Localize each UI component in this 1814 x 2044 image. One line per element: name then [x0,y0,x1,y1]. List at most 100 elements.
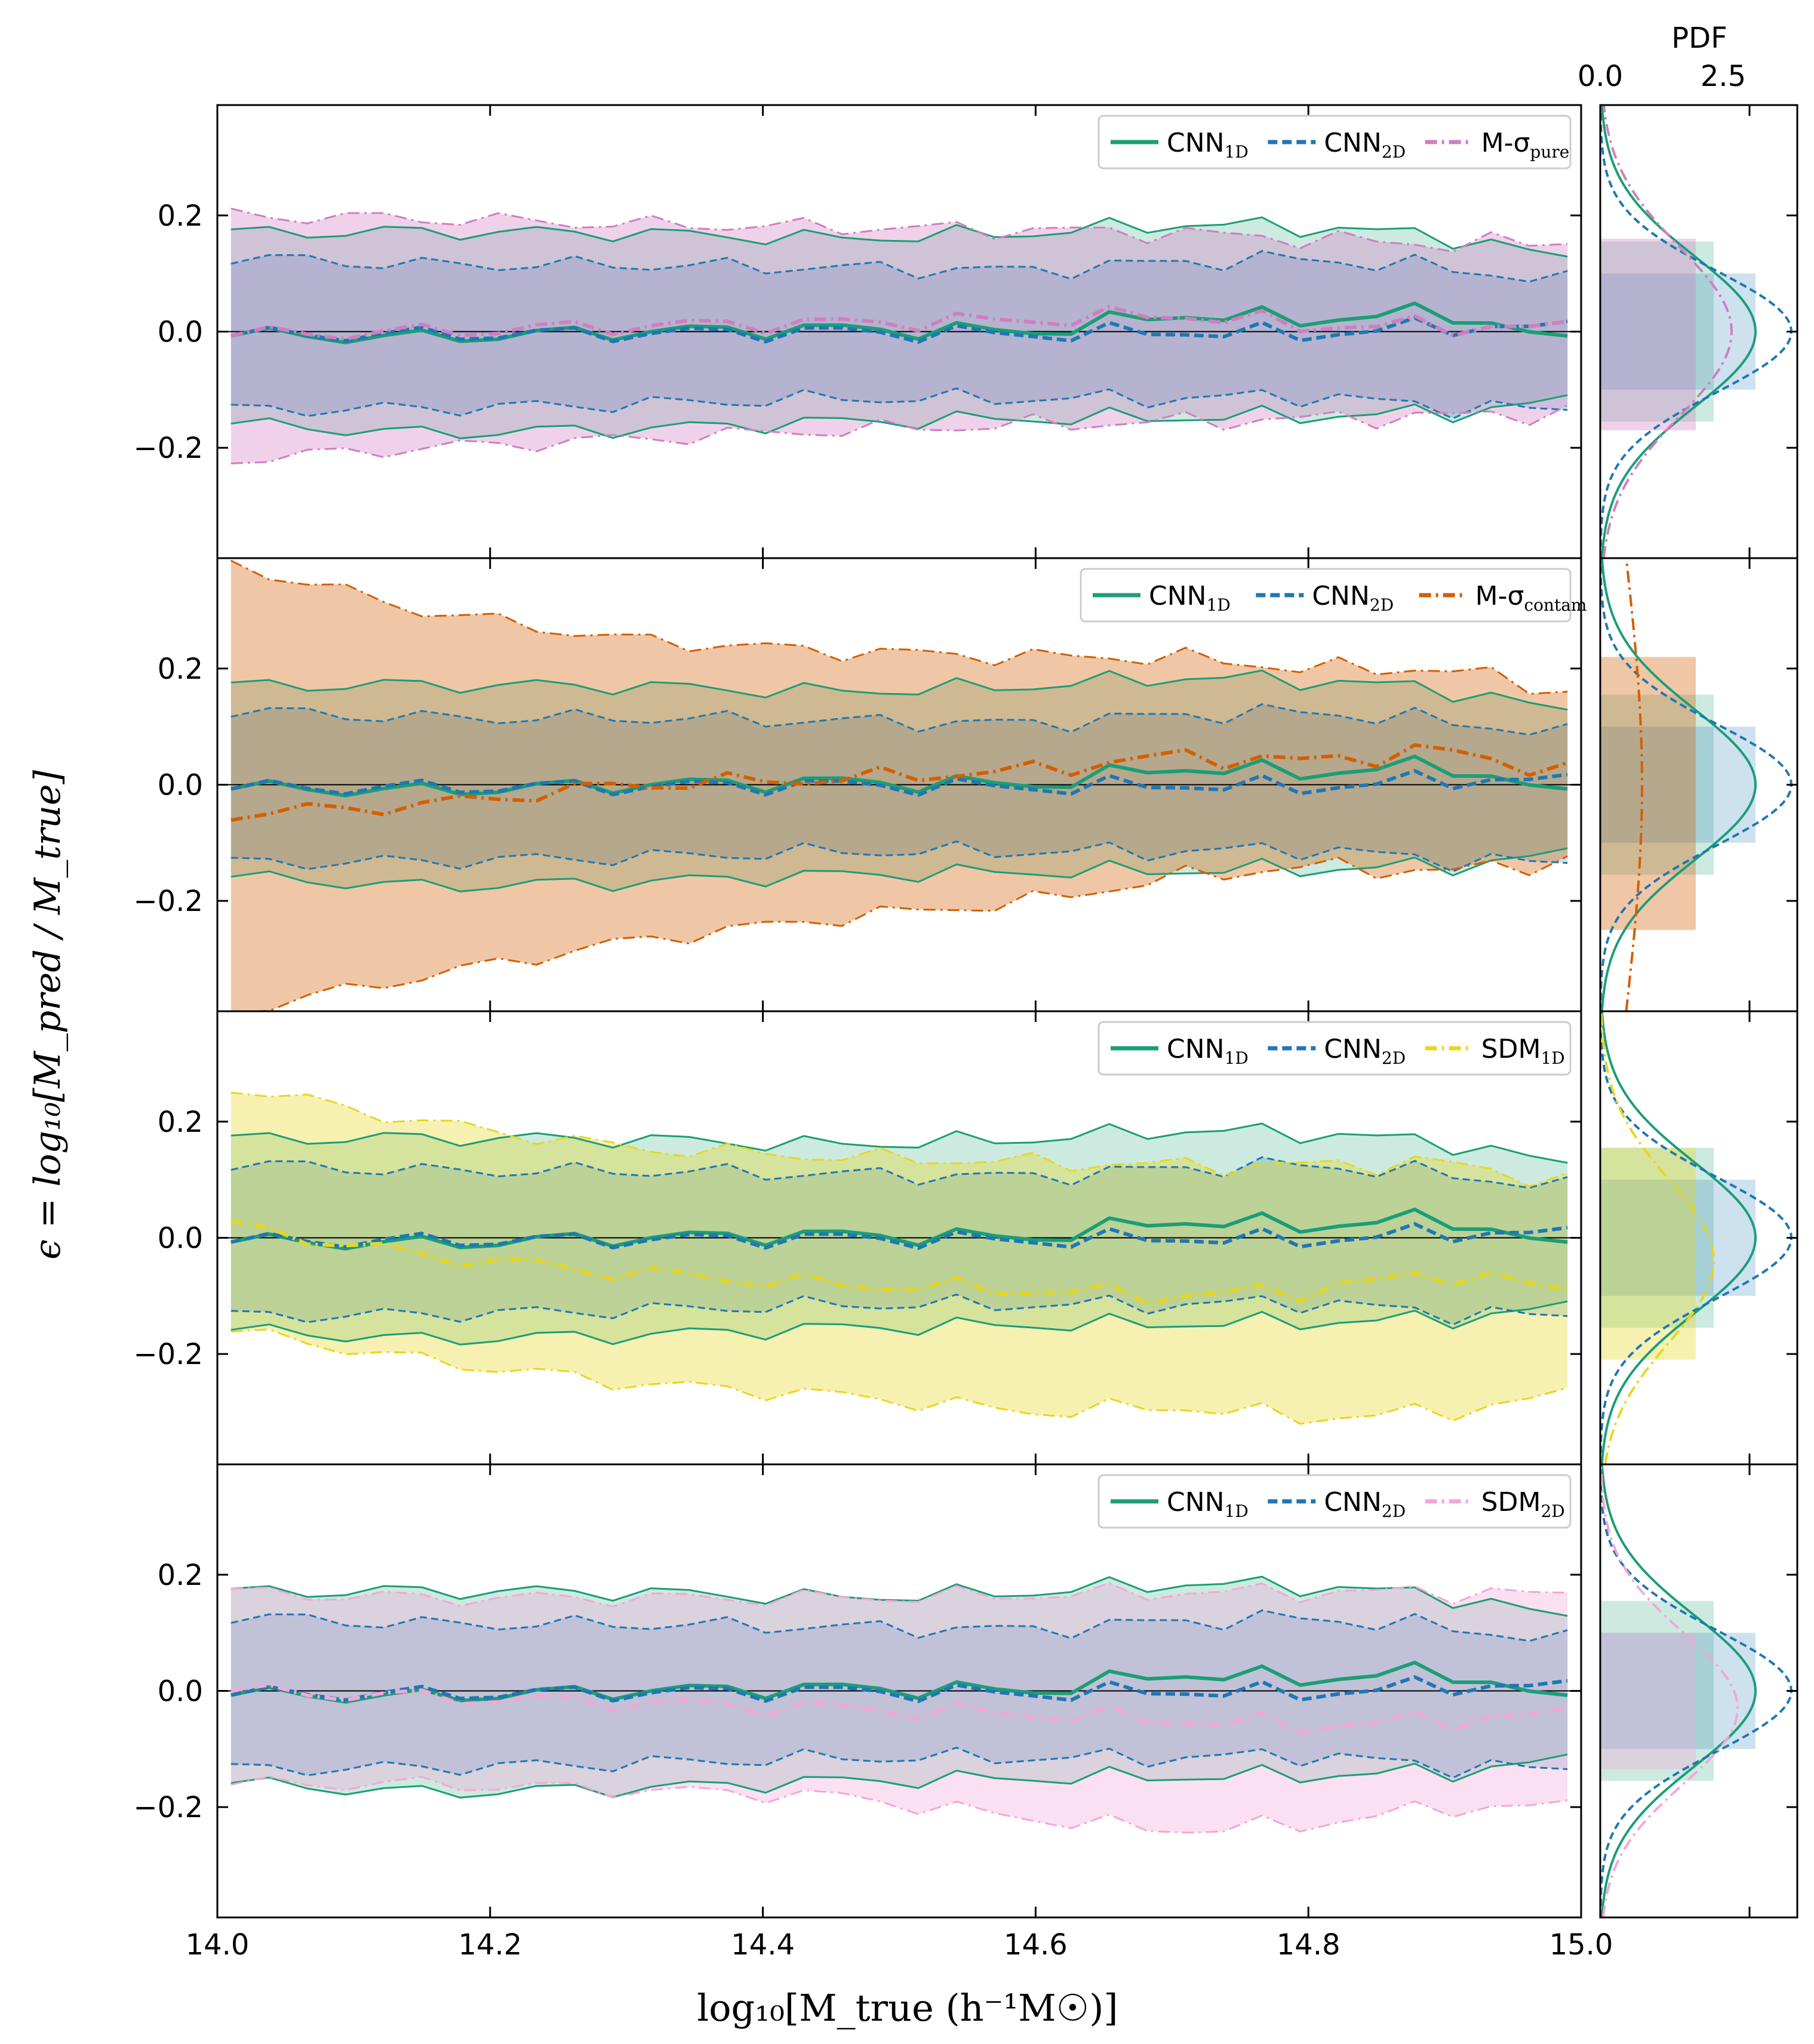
cnn2d-median-line [230,1222,1568,1250]
cnn1d-pdf-curve [1600,558,1757,1011]
y-tick-label: −0.2 [133,1338,203,1371]
y-tick-label: 0.2 [158,652,203,686]
cnn2d-median-line [230,316,1568,344]
cnn1d-pdf-box [1600,241,1714,422]
cnn1d-upper-line [230,1122,1568,1164]
legend-label-cnn2d: CNN2D [1324,128,1406,162]
sdm1d-band [230,1092,1568,1424]
m_sigma_pure-median-line [230,304,1568,341]
legend-box [1097,115,1572,170]
sdm1d-upper-line [230,1091,1568,1188]
legend-label-sdm2d: SDM2D [1481,1487,1565,1521]
panel-1-pdf [1600,105,1793,558]
x-tick-label: 14.0 [186,1928,250,1962]
sdm1d-pdf-box [1600,1147,1696,1360]
legend-label-cnn1d: CNN1D [1149,581,1231,615]
cnn2d-pdf-box [1600,727,1755,843]
x-axis-label: log₁₀[M_true (h⁻¹M☉)] [697,1986,1118,2030]
panel-4-pdf [1600,1464,1793,1917]
legend-label-cnn2d: CNN2D [1312,581,1394,615]
cnn2d-pdf-box [1600,1180,1755,1296]
sdm2d-upper-line [230,1582,1568,1608]
cnn1d-band [230,670,1568,892]
cnn1d-pdf-box [1600,1147,1714,1328]
y-tick-label: 0.0 [158,316,203,349]
cnn2d-lower-line [230,840,1568,873]
pdf-title: PDF [1671,21,1727,55]
x-tick-label: 14.6 [1004,1928,1068,1962]
cnn1d-upper-line [230,669,1568,711]
panel-2-plot-area [217,559,1581,1011]
y-tick-label: −0.2 [133,432,203,465]
m_sigma_contam-upper-line [230,559,1568,695]
sdm1d-pdf-curve [1600,1011,1715,1464]
y-tick-label: 0.2 [158,1106,203,1139]
cnn1d-band [230,1577,1568,1798]
cnn1d-lower-line [230,1753,1568,1799]
sdm2d-lower-line [230,1775,1568,1834]
cnn2d-median-line [230,1675,1568,1703]
legend-label-cnn2d: CNN2D [1324,1034,1406,1068]
cnn1d-median-line [230,301,1568,344]
y-tick-label: 0.2 [158,199,203,233]
legend-label-cnn2d: CNN2D [1324,1487,1406,1521]
cnn1d-lower-line [230,1300,1568,1346]
sdm2d-median-line [230,1683,1568,1735]
panel-1-plot-area [217,207,1581,464]
legend-label-m_sigma_pure: M-σpure [1481,128,1570,162]
panel-2: −0.2 0.0 0.2 CNN1D CNN2D M-σcontam [133,557,1798,1012]
x-tick-label: 15.0 [1549,1928,1613,1962]
x-tick-label: 14.4 [731,1928,795,1962]
cnn1d-median-line [230,1660,1568,1704]
legend-label-m_sigma_contam: M-σcontam [1475,581,1587,615]
legend-box [1097,1021,1572,1076]
cnn2d-median-line [230,769,1568,797]
m_sigma_contam-pdf-box [1600,657,1696,930]
legend-label-cnn1d: CNN1D [1167,1487,1249,1521]
legend: CNN1D CNN2D SDM2D [1097,1474,1572,1529]
sdm2d-pdf-box [1600,1633,1696,1769]
panels: −0.2 0.0 0.2 CNN1D CNN2D M-σpure −0.2 0.0 0.2 CNN… [133,104,1798,1962]
cnn1d-lower-line [230,394,1568,439]
m_sigma_contam-pdf-curve [1625,558,1644,1011]
cnn2d-upper-line [230,1609,1568,1642]
legend-label-cnn1d: CNN1D [1167,128,1249,162]
legend-box [1097,1474,1572,1529]
m_sigma_pure-upper-line [230,207,1568,253]
sdm1d-lower-line [230,1328,1568,1425]
sdm1d-median-line [230,1219,1568,1306]
cnn1d-pdf-curve [1600,105,1757,558]
sdm2d-band [230,1583,1568,1833]
m_sigma_contam-lower-line [230,855,1568,1011]
panel-4: −0.2 0.0 0.2 CNN1D CNN2D SDM2D [133,1463,1798,1919]
legend: CNN1D CNN2D M-σcontam [1080,568,1587,623]
cnn2d-lower-line [230,1746,1568,1779]
cnn1d-pdf-curve [1600,1464,1757,1917]
cnn2d-upper-line [230,1156,1568,1189]
cnn2d-upper-line [230,703,1568,736]
cnn1d-band [230,217,1568,439]
cnn2d-pdf-box [1600,1633,1755,1749]
y-tick-label: 0.0 [158,1675,203,1709]
cnn1d-median-line [230,754,1568,798]
m_sigma_pure-pdf-curve [1602,105,1733,558]
sdm2d-pdf-curve [1600,1464,1739,1917]
legend: CNN1D CNN2D SDM1D [1097,1021,1572,1076]
cnn2d-upper-line [230,250,1568,283]
legend-label-sdm1d: SDM1D [1481,1034,1565,1068]
y-tick-label: 0.0 [158,769,203,802]
pdf-tick-label-0: 0.0 [1578,60,1623,93]
cnn2d-lower-line [230,387,1568,420]
y-tick-label: −0.2 [133,885,203,918]
panel-1: −0.2 0.0 0.2 CNN1D CNN2D M-σpure [133,104,1798,559]
m_sigma_pure-pdf-box [1600,238,1696,430]
y-axis-label: ϵ = log₁₀[M_pred / M_true] [27,769,69,1259]
x-tick-label: 14.2 [458,1928,522,1962]
pdf-tick-label-1: 2.5 [1701,60,1746,93]
panel-3-pdf [1600,1011,1793,1464]
cnn2d-pdf-box [1600,273,1755,390]
cnn1d-median-line [230,1207,1568,1251]
legend-label-cnn1d: CNN1D [1167,1034,1249,1068]
cnn1d-upper-line [230,1575,1568,1617]
